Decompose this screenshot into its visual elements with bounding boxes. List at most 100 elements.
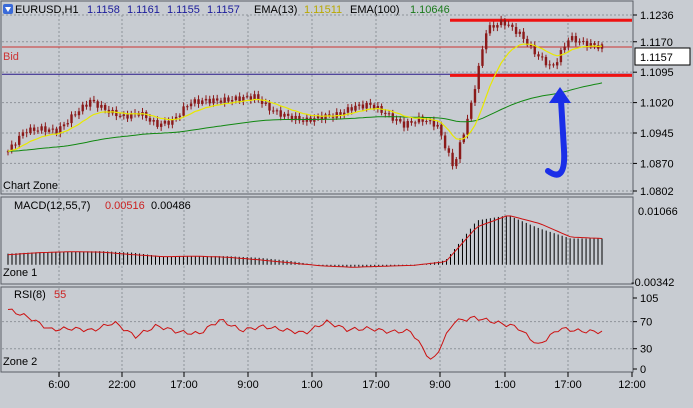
rsi-panel[interactable] [0, 286, 634, 373]
candle-body [21, 132, 25, 136]
candle-body [268, 102, 271, 111]
candle-body [548, 64, 551, 66]
down-triangle-icon [5, 7, 11, 12]
ema13-line [7, 43, 603, 152]
candle-body [320, 115, 324, 120]
candle-body [410, 121, 413, 123]
candle-body [290, 115, 294, 121]
candle-body [354, 105, 357, 111]
candle-body [313, 118, 316, 122]
candle-body [44, 126, 47, 132]
price-tick-label: 1.1095 [640, 67, 674, 79]
rsi-series [7, 308, 603, 360]
rsi-axis: 105 70 30 0 [633, 293, 658, 376]
candle-body [148, 118, 152, 122]
ema13-label: EMA(13) [254, 4, 297, 16]
price-tick-label: 1.0802 [640, 186, 674, 198]
horizontal-levels[interactable] [2, 18, 632, 77]
candle-body [70, 114, 73, 124]
candle-body [376, 105, 380, 109]
rsi-line [7, 308, 603, 360]
candle-body [384, 112, 387, 114]
candle-body [167, 120, 170, 125]
candle-body [186, 106, 189, 108]
candle-body [216, 98, 219, 101]
candle-body [62, 124, 66, 127]
candle-body [484, 33, 488, 50]
candle-body [152, 120, 155, 122]
time-tick-label: 17:00 [554, 379, 582, 391]
macd-bottom-tick: -0.00342 [631, 277, 674, 289]
candle-body [32, 127, 36, 131]
candle-body [47, 129, 51, 132]
candle-body [473, 89, 477, 103]
macd-panel[interactable] [0, 196, 634, 285]
candle-body [458, 142, 462, 160]
rsi-label: RSI(8) [14, 289, 46, 301]
candle-body [81, 104, 84, 112]
rsi-tick-label: 0 [640, 364, 646, 376]
candle-body [582, 40, 585, 42]
candle-body [343, 112, 346, 115]
candle-body [197, 99, 200, 104]
arrow-head-icon [549, 87, 571, 103]
candle-body [103, 104, 107, 110]
candle-body [36, 130, 40, 132]
candle-body [223, 97, 226, 103]
candle-body [496, 25, 499, 28]
moving-averages [7, 43, 603, 152]
candle-body [440, 124, 443, 136]
bid-price-value: 1.1157 [640, 52, 673, 64]
candle-body [298, 115, 301, 121]
candle-body [208, 98, 211, 104]
candle-body [414, 122, 417, 124]
chart-header: EURUSD,H1 1.1158 1.1161 1.1155 1.1157 EM… [3, 4, 450, 16]
candle-body [522, 31, 525, 39]
candle-body [77, 111, 81, 116]
candle-body [245, 96, 249, 98]
candle-body [511, 24, 514, 27]
candle-body [122, 114, 126, 116]
candle-body [361, 104, 365, 109]
candle-body [189, 103, 193, 107]
candle-body [145, 112, 148, 119]
price-tick-label: 1.1020 [640, 98, 674, 110]
candle-body [85, 104, 88, 107]
candle-body [219, 100, 223, 103]
candlestick-series [6, 15, 604, 170]
candle-body [316, 115, 320, 119]
up-arrow-annotation[interactable] [545, 87, 571, 178]
candle-body [552, 64, 555, 66]
ohlc-low: 1.1155 [167, 4, 200, 16]
candle-body [51, 128, 55, 130]
candle-body [212, 98, 215, 104]
ema13-value: 1.11511 [304, 4, 342, 16]
candle-body [242, 96, 245, 102]
macd-value-signal: 0.00486 [151, 200, 191, 212]
candle-body [589, 43, 592, 47]
ohlc-open: 1.1158 [87, 4, 120, 16]
candle-body [275, 110, 279, 112]
candle-body [567, 40, 570, 47]
main-chart-panel[interactable] [0, 0, 634, 195]
candle-body [227, 97, 230, 102]
candle-body [92, 99, 96, 102]
candle-body [365, 102, 368, 109]
time-tick-label: 6:00 [48, 379, 69, 391]
candle-body [357, 104, 361, 106]
candle-body [257, 94, 260, 100]
candle-body [570, 36, 574, 41]
candle-body [55, 128, 58, 134]
candle-body [544, 56, 548, 66]
candle-body [417, 116, 421, 123]
candle-body [156, 120, 159, 127]
time-tick-label: 1:00 [494, 379, 515, 391]
rsi-tick-label: 30 [640, 344, 652, 356]
candle-body [578, 41, 581, 43]
bid-price-box [634, 47, 691, 66]
candle-body [178, 115, 182, 117]
candle-body [529, 44, 533, 46]
candle-body [96, 101, 99, 108]
candle-body [324, 114, 327, 120]
